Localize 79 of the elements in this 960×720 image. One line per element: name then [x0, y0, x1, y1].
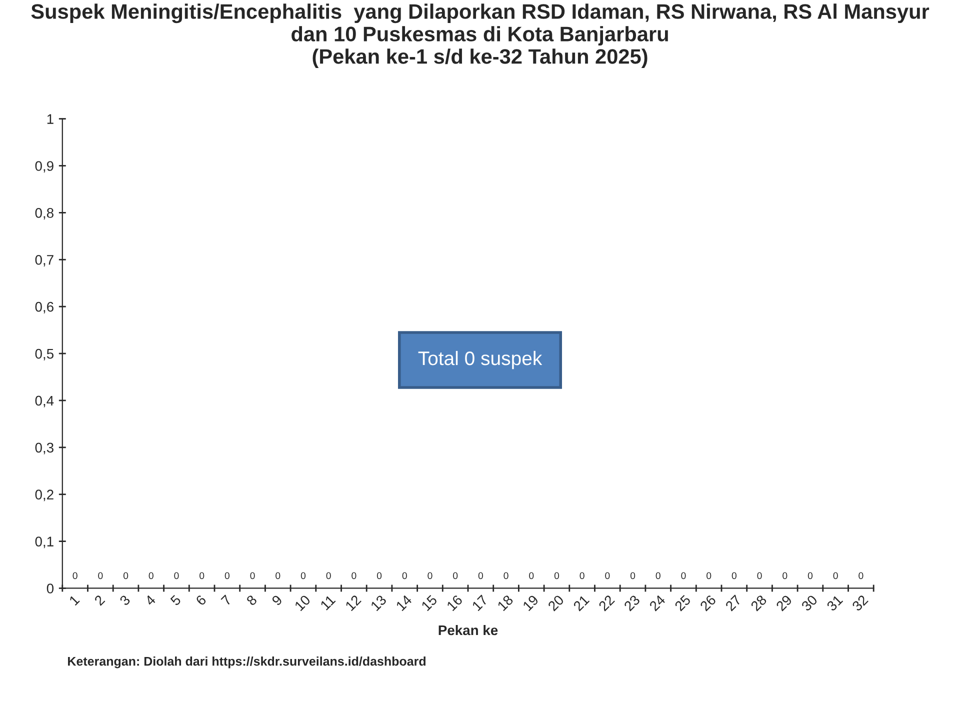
x-tick-label: 7	[220, 594, 232, 606]
data-label: 0	[833, 572, 838, 580]
y-tick-label: 0,1	[35, 536, 54, 548]
data-label: 0	[276, 572, 280, 580]
data-label: 0	[98, 572, 103, 580]
data-label: 0	[148, 572, 154, 580]
data-label: 0	[656, 572, 660, 580]
x-tick-label: 2	[94, 594, 106, 606]
y-tick-label: 1	[47, 114, 54, 124]
data-label: 0	[732, 572, 736, 580]
y-tick-label: 0,6	[35, 302, 54, 314]
x-tick-label: 32	[852, 594, 869, 612]
x-tick-label: 13	[370, 594, 387, 612]
x-tick-label: 20	[547, 594, 564, 612]
y-tick-label: 0,3	[35, 442, 54, 454]
y-tick-label: 0	[46, 584, 54, 594]
x-tick-label: 1	[68, 594, 80, 606]
data-label: 0	[478, 572, 483, 580]
data-label: 0	[376, 572, 382, 580]
data-label: 0	[250, 572, 255, 580]
data-label: 0	[428, 572, 432, 580]
x-tick-label: 24	[648, 594, 666, 612]
y-tick-label: 0,4	[35, 396, 54, 408]
x-tick-label: 16	[446, 594, 463, 612]
text: Keterangan: Diolah dari https://skdr.surveilans.id/dashboard	[68, 656, 426, 668]
data-label: 0	[529, 572, 534, 580]
y-tick-label: 0,5	[35, 348, 54, 360]
data-label: 0	[200, 572, 204, 580]
x-tick-label: 17	[472, 594, 488, 612]
data-label: 0	[580, 572, 584, 580]
data-label: 0	[681, 572, 686, 580]
x-tick-label: 15	[421, 594, 438, 612]
data-label: 0	[224, 572, 230, 580]
data-label: 0	[402, 572, 407, 580]
data-label: 0	[504, 572, 508, 580]
data-label: 0	[554, 572, 560, 580]
x-tick-label: 19	[522, 594, 540, 612]
x-tick-label: 27	[724, 594, 742, 612]
x-tick-label: 12	[344, 594, 362, 612]
x-tick-label: 29	[776, 594, 793, 612]
chart-title: Suspek Meningitis/Encephalitis yang Dilaporkan RSD Idaman, RS Nirwana, RS Al Mansyur dan 10 Puskesmas di Kota Banjarbaru (Pekan ke-1 s/d ke-32 Tahun 2025)	[31, 4, 930, 68]
data-label: 0	[808, 572, 813, 580]
x-tick-label: 14	[396, 594, 412, 612]
data-label: 0	[706, 572, 712, 580]
y-tick-label: 0,9	[35, 161, 54, 173]
x-tick-label: 18	[496, 594, 514, 612]
y-tick-label: 0,7	[35, 254, 54, 266]
data-label: 0	[326, 572, 331, 580]
y-tick-label: 0,8	[35, 208, 54, 220]
x-tick-label: 3	[119, 594, 131, 606]
x-tick-label: 5	[170, 594, 182, 606]
x-tick-label: 26	[700, 594, 716, 612]
x-tick-label: 30	[800, 594, 818, 612]
x-axis-title: Pekan ke	[438, 624, 498, 636]
data-label: 0	[174, 572, 179, 580]
x-tick-label: 22	[598, 594, 615, 612]
x-tick-label: 21	[572, 594, 590, 612]
data-label: 0	[630, 572, 636, 580]
data-label: 0	[858, 572, 864, 580]
x-tick-label: 9	[271, 594, 283, 606]
data-label: 0	[453, 572, 458, 580]
x-tick-label: 6	[195, 594, 207, 606]
data-label: 0	[72, 572, 78, 580]
x-tick-label: 31	[826, 594, 844, 612]
y-tick-label: 0,2	[35, 490, 54, 502]
annotation: Total 0 suspek	[418, 350, 542, 370]
x-tick-label: 28	[750, 594, 768, 612]
x-tick-label: 11	[320, 594, 336, 610]
x-tick-label: 25	[674, 594, 692, 612]
x-tick-label: 4	[144, 594, 156, 606]
x-tick-label: 10	[294, 594, 311, 612]
data-label: 0	[605, 572, 610, 580]
x-tick-label: 8	[246, 594, 258, 606]
data-label: 0	[123, 572, 128, 580]
x-tick-label: 23	[623, 594, 640, 612]
data-label: 0	[782, 572, 788, 580]
data-label: 0	[757, 572, 762, 580]
data-label: 0	[300, 572, 306, 580]
data-label: 0	[352, 572, 356, 580]
